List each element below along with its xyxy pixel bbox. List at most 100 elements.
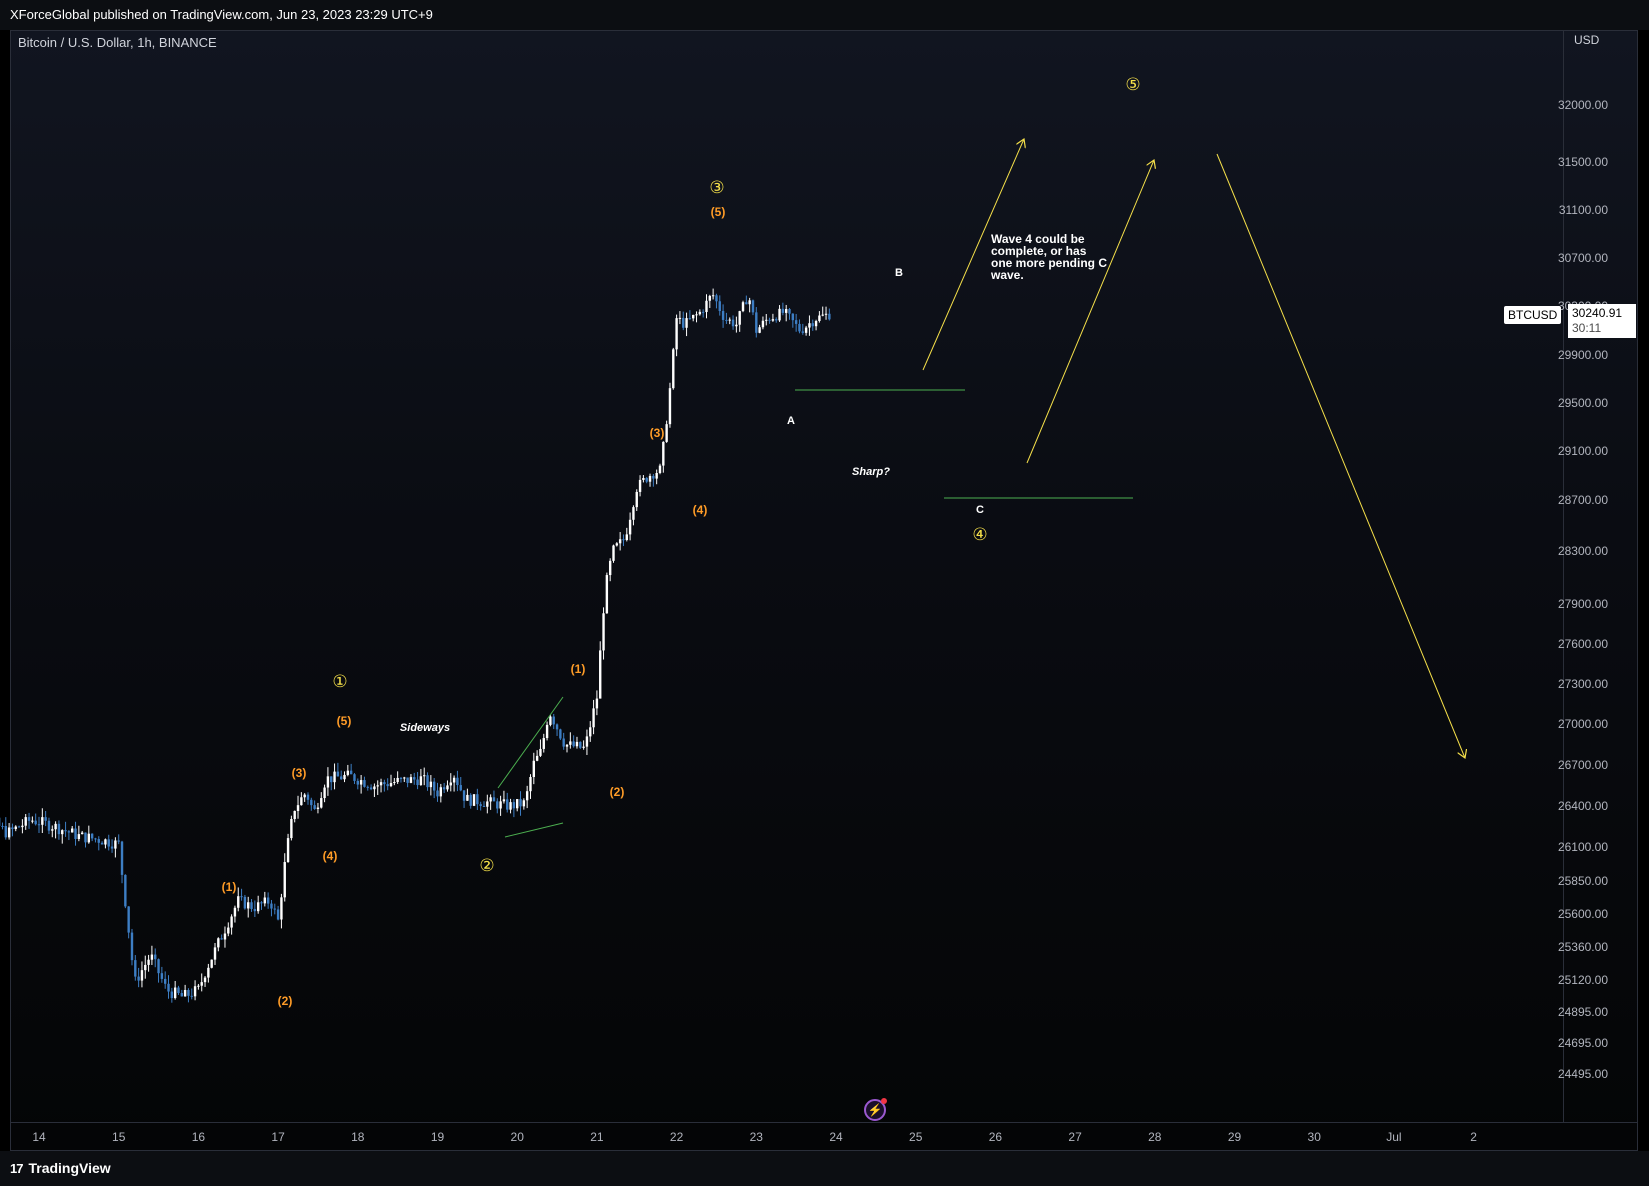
candle-body bbox=[705, 300, 708, 313]
currency-label[interactable]: USD bbox=[1574, 33, 1600, 47]
wave-label-group: (1) (2) (3) (4) (5) (1) (2) (3) (4) (5) ① ② ③ ④ ⑤ A B C Si… bbox=[222, 75, 1141, 1008]
candle-body bbox=[396, 777, 399, 783]
time-tick-label: 22 bbox=[670, 1130, 684, 1144]
lightning-icon[interactable]: ⚡ bbox=[864, 1098, 887, 1121]
wave-label-orange: (4) bbox=[323, 849, 338, 863]
candle-body bbox=[446, 785, 449, 790]
time-tick-label: 24 bbox=[829, 1130, 843, 1144]
candle-body bbox=[668, 388, 672, 425]
price-tick-label: 24695.00 bbox=[1558, 1036, 1608, 1050]
candle-body bbox=[715, 295, 718, 302]
candle-body bbox=[652, 475, 655, 479]
price-tick-label: 27900.00 bbox=[1558, 597, 1608, 611]
candle-body bbox=[393, 782, 396, 784]
candle-body bbox=[562, 738, 565, 747]
candle-body bbox=[286, 838, 290, 863]
candle-body bbox=[57, 823, 61, 835]
candle-body bbox=[7, 827, 11, 838]
time-tick-label: 28 bbox=[1148, 1130, 1162, 1144]
price-axis: 32000.0031500.0031100.0030700.0030300.00… bbox=[1558, 98, 1608, 1081]
candle-body bbox=[220, 938, 223, 940]
candle-body bbox=[545, 724, 549, 739]
candle-body bbox=[71, 828, 74, 833]
candle-body bbox=[665, 424, 668, 442]
candle-body bbox=[585, 736, 589, 747]
candle-body bbox=[173, 987, 177, 999]
price-tick-label: 26700.00 bbox=[1558, 758, 1608, 772]
time-tick-label: 16 bbox=[192, 1130, 206, 1144]
brand-name: TradingView bbox=[28, 1160, 111, 1176]
time-tick-label: 2 bbox=[1470, 1130, 1477, 1144]
candle-body bbox=[227, 927, 230, 934]
candle-body bbox=[243, 896, 247, 909]
candle-body bbox=[349, 770, 353, 775]
candle-body bbox=[346, 770, 350, 775]
candle-body bbox=[423, 775, 426, 777]
wave-label-orange: (2) bbox=[278, 994, 293, 1008]
symbol-title[interactable]: Bitcoin / U.S. Dollar, 1h, BINANCE bbox=[18, 35, 217, 50]
candle-body bbox=[386, 784, 389, 787]
candle-body bbox=[489, 797, 492, 802]
candle-body bbox=[482, 805, 486, 807]
candle-body bbox=[801, 331, 804, 333]
candle-body bbox=[27, 817, 31, 821]
publish-header: XForceGlobal published on TradingView.co… bbox=[0, 0, 1649, 30]
price-tick-label: 24895.00 bbox=[1558, 1005, 1608, 1019]
candle-body bbox=[253, 908, 257, 912]
candle-body bbox=[575, 741, 579, 747]
candle-body bbox=[21, 825, 24, 828]
candle-body bbox=[555, 724, 559, 730]
candle-body bbox=[506, 799, 509, 810]
candle-body bbox=[200, 982, 203, 986]
candle-body bbox=[263, 897, 267, 904]
candle-body bbox=[11, 827, 14, 830]
candle-body bbox=[486, 801, 489, 807]
candle-body bbox=[90, 833, 94, 839]
candle-body bbox=[804, 327, 808, 333]
candle-body bbox=[572, 741, 575, 747]
candle-body bbox=[233, 907, 237, 917]
candle-body bbox=[462, 790, 466, 801]
candle-body bbox=[373, 786, 376, 790]
candle-body bbox=[170, 991, 174, 999]
candle-body bbox=[163, 978, 167, 984]
candle-body bbox=[223, 933, 227, 940]
candle-body bbox=[509, 802, 512, 810]
candle-body bbox=[14, 826, 17, 830]
candle-body bbox=[17, 826, 21, 828]
candle-body bbox=[821, 314, 824, 316]
candle-body bbox=[612, 545, 615, 561]
candle-body bbox=[658, 465, 662, 473]
candle-body bbox=[516, 799, 519, 809]
tradingview-brand[interactable]: 17 TradingView bbox=[10, 1160, 111, 1176]
candle-body bbox=[409, 777, 413, 783]
candle-body bbox=[250, 902, 253, 909]
candle-body bbox=[320, 798, 323, 808]
candle-body bbox=[94, 838, 97, 840]
candle-body bbox=[745, 302, 748, 305]
candle-body bbox=[492, 797, 496, 802]
candle-body bbox=[313, 805, 316, 809]
candle-body bbox=[771, 319, 775, 321]
candle-body bbox=[127, 906, 130, 933]
candle-body bbox=[416, 779, 419, 786]
candle-body bbox=[452, 777, 456, 783]
time-tick-label: 27 bbox=[1068, 1130, 1082, 1144]
candle-body bbox=[100, 842, 104, 845]
candle-body bbox=[595, 698, 599, 709]
candle-body bbox=[522, 800, 526, 807]
symbol-tag: BTCUSD bbox=[1504, 306, 1562, 324]
wave-label-yellow: ④ bbox=[972, 525, 987, 545]
wedge-lower-line bbox=[504, 822, 564, 838]
candle-body bbox=[406, 777, 409, 783]
candle-body bbox=[794, 320, 798, 324]
candle-body bbox=[499, 801, 502, 809]
wave-label-abc: C bbox=[976, 504, 984, 516]
candle-body bbox=[389, 783, 393, 787]
candle-body bbox=[207, 967, 210, 978]
candle-body bbox=[114, 840, 117, 849]
candle-body bbox=[788, 309, 791, 314]
candle-body bbox=[107, 839, 110, 847]
time-tick-label: Jul bbox=[1386, 1130, 1401, 1144]
